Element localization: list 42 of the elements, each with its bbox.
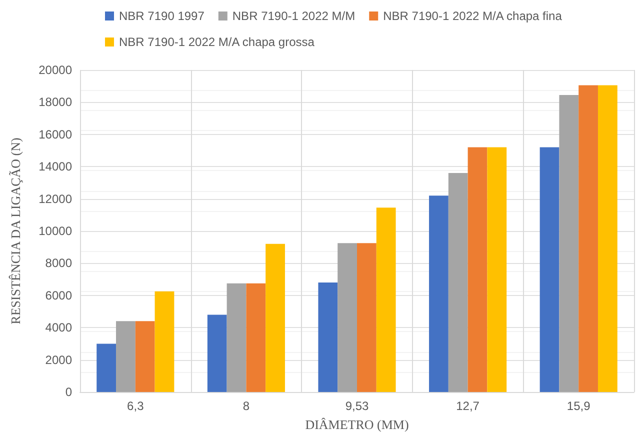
- x-axis-title: DIÂMETRO (MM): [305, 417, 409, 432]
- legend-label: NBR 7190 1997: [119, 9, 205, 23]
- y-tick-label: 14000: [38, 160, 72, 174]
- x-tick-label: 6,3: [127, 399, 144, 413]
- x-tick-label: 15,9: [566, 399, 591, 413]
- bar: [559, 94, 579, 392]
- bar: [266, 244, 285, 392]
- bar: [540, 147, 560, 392]
- bar: [598, 85, 618, 392]
- legend-label: NBR 7190-1 2022 M/M: [232, 9, 356, 23]
- bar: [338, 243, 357, 392]
- bar: [318, 282, 338, 392]
- bar: [135, 321, 155, 392]
- bar: [207, 314, 227, 392]
- bar: [246, 283, 266, 392]
- bar: [578, 85, 598, 392]
- bar: [357, 243, 376, 392]
- bar: [116, 321, 136, 392]
- bar: [96, 344, 116, 392]
- y-tick-label: 12000: [38, 192, 72, 206]
- y-axis-title: RESISTÊNCIA DA LIGAÇÃO (N): [8, 138, 23, 324]
- bar: [448, 173, 468, 392]
- y-tick-label: 20000: [38, 63, 72, 77]
- y-tick-label: 18000: [38, 95, 72, 110]
- legend-label: NBR 7190-1 2022 M/A chapa grossa: [119, 35, 315, 49]
- y-tick-label: 2000: [45, 352, 72, 367]
- x-tick-label: 12,7: [456, 399, 480, 413]
- y-tick-label: 4000: [45, 320, 72, 335]
- bar: [226, 283, 246, 392]
- y-tick-label: 8000: [45, 256, 72, 270]
- y-tick-label: 10000: [38, 224, 72, 238]
- bar: [487, 147, 507, 392]
- legend-label: NBR 7190-1 2022 M/A chapa fina: [383, 9, 562, 23]
- y-tick-label: 16000: [38, 127, 72, 142]
- bar: [429, 196, 448, 392]
- bar: [154, 291, 174, 392]
- x-tick-label: 8: [242, 399, 250, 413]
- bar: [376, 208, 396, 392]
- y-tick-label: 0: [65, 385, 72, 399]
- bar: [468, 147, 488, 392]
- y-tick-label: 6000: [45, 288, 72, 302]
- x-tick-label: 9,53: [345, 399, 369, 413]
